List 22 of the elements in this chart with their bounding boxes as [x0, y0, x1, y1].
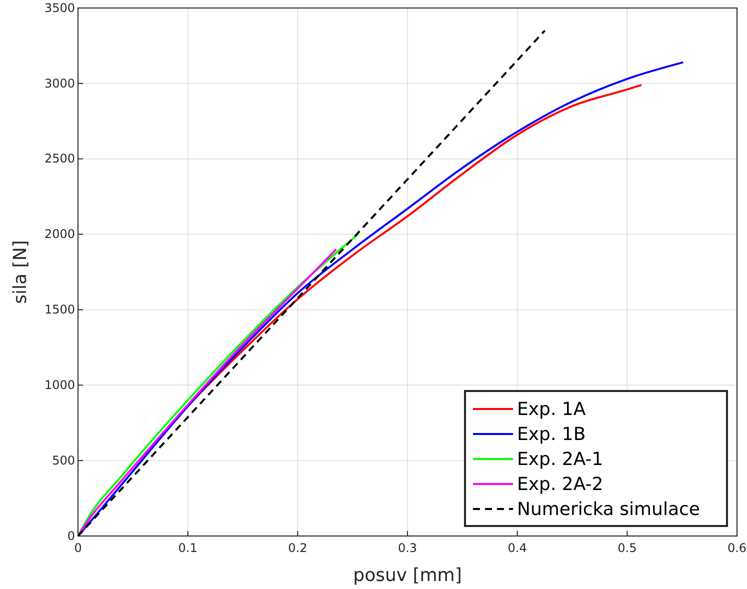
y-tick-label: 1500 [44, 302, 75, 317]
y-tick-label: 2500 [44, 152, 75, 166]
y-tick-label: 1000 [44, 378, 75, 392]
legend-label: Exp. 1A [517, 399, 586, 420]
y-tick-label: 2000 [44, 227, 75, 242]
y-tick-label: 3000 [44, 76, 75, 90]
x-axis-title: posuv [mm] [353, 565, 462, 586]
x-tick-label: 0.3 [398, 541, 418, 556]
y-tick-label: 500 [52, 453, 75, 468]
x-tick-label: 0.2 [288, 541, 308, 556]
x-tick-label: 0.5 [618, 541, 637, 556]
legend-label: Exp. 2A-2 [517, 474, 604, 495]
x-tick-label: 0.6 [727, 541, 747, 556]
y-tick-label: 3500 [44, 0, 75, 15]
line-series [132, 84, 642, 472]
legend-label: Exp. 1B [517, 424, 586, 445]
x-tick-label: 0.4 [508, 541, 527, 556]
y-tick-label: 0 [67, 528, 75, 543]
legend-label: Numericka simulace [517, 499, 700, 520]
y-axis-title: sila [N] [10, 240, 31, 304]
legend-label: Exp. 2A-1 [517, 449, 604, 470]
x-tick-label: 0.1 [178, 541, 198, 556]
